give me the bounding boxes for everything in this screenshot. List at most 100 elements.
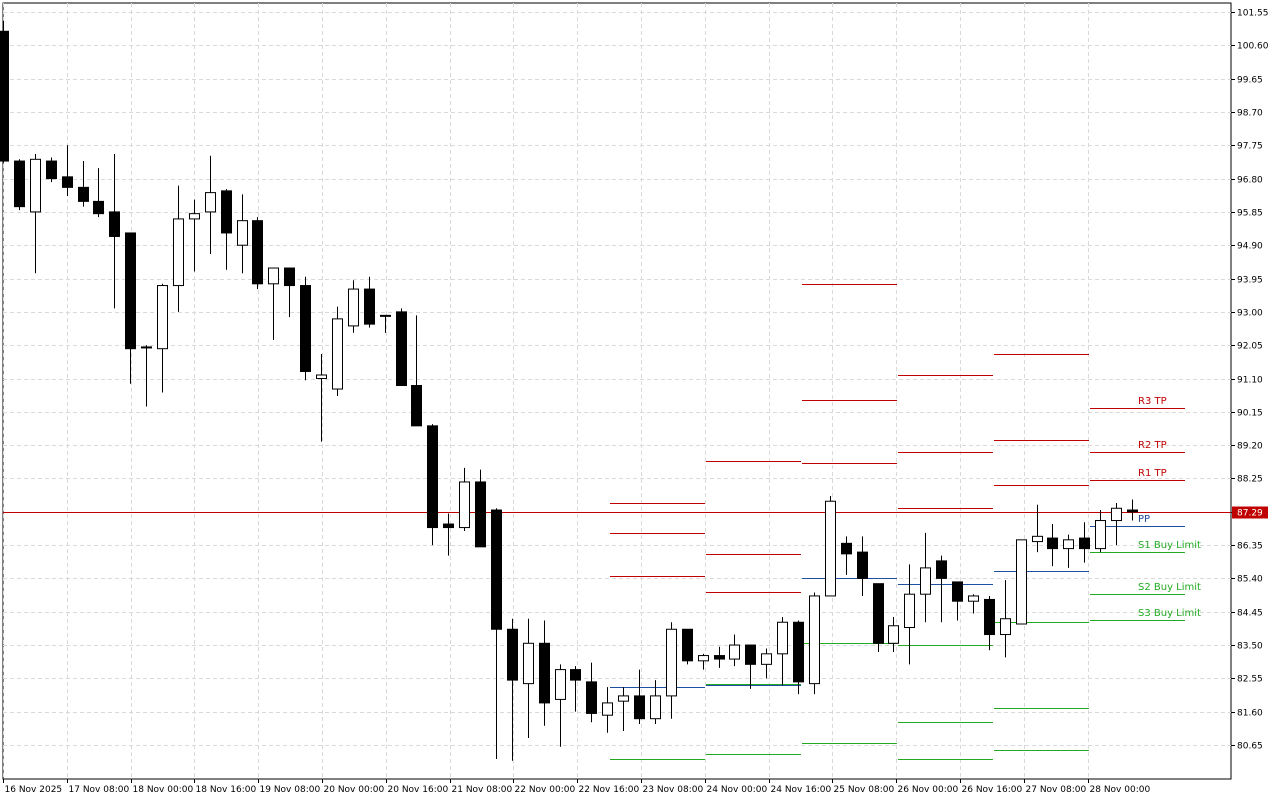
candle-bull (205, 192, 216, 213)
x-tick-label: 22 Nov 16:00 (579, 785, 640, 795)
candle-bear (475, 481, 486, 548)
x-tick-label: 21 Nov 08:00 (452, 785, 513, 795)
candle-bull (348, 288, 359, 327)
candle-bull (777, 621, 788, 655)
candle-bull (809, 595, 820, 685)
candle-bull (268, 267, 279, 285)
x-tick-label: 18 Nov 00:00 (133, 785, 194, 795)
pivot-r1-label: R1 TP (1138, 468, 1167, 479)
candle-bull (380, 314, 391, 317)
candle-bear (745, 644, 756, 665)
candle-bull (173, 218, 184, 287)
candle-bear (221, 190, 232, 234)
pivot-s1-label: S1 Buy Limit (1138, 540, 1201, 551)
candle-bear (78, 186, 89, 202)
candle-bull (523, 642, 534, 685)
x-tick-label: 23 Nov 08:00 (643, 785, 704, 795)
x-tick-label: 16 Nov 2025 (5, 785, 63, 795)
candle-bull (666, 628, 677, 697)
x-tick-label: 19 Nov 08:00 (260, 785, 321, 795)
y-tick-label: 101.55 (1237, 9, 1269, 19)
y-tick-label: 93.00 (1237, 309, 1263, 319)
candle-bear (14, 160, 25, 208)
pivot-s3-label: S3 Buy Limit (1138, 608, 1201, 619)
y-tick-label: 84.45 (1237, 609, 1263, 619)
y-tick-label: 96.80 (1237, 176, 1263, 186)
candle-bear (396, 311, 407, 387)
x-tick-label: 28 Nov 00:00 (1090, 785, 1151, 795)
pivot-r3-label: R3 TP (1138, 396, 1167, 407)
pivot-s2-label: S2 Buy Limit (1138, 582, 1201, 593)
y-tick-label: 83.50 (1237, 642, 1263, 652)
y-tick-label: 93.95 (1237, 276, 1263, 286)
x-axis: 16 Nov 2025 17 Nov 08:00 18 Nov 00:00 18 No… (3, 779, 1151, 795)
candle-bear (841, 542, 852, 555)
y-tick-label: 95.85 (1237, 209, 1263, 219)
pivot-levels: R3 TP R2 TP R1 TP PP S1 Buy Limit S2 Buy Limi… (610, 284, 1201, 760)
candle-bull (1016, 539, 1027, 625)
x-tick-label: 20 Nov 16:00 (388, 785, 449, 795)
candle-bear (570, 669, 581, 681)
pivot-r2-label: R2 TP (1138, 440, 1167, 451)
candle-bull (602, 702, 613, 716)
x-tick-label: 27 Nov 08:00 (1026, 785, 1087, 795)
candle-bear (793, 621, 804, 683)
candle-bear (936, 560, 947, 579)
candle-bull (555, 669, 566, 700)
y-tick-label: 91.10 (1237, 376, 1263, 386)
candle-bull (1032, 535, 1043, 543)
candle-bull (189, 213, 200, 220)
candle-bull (698, 655, 709, 662)
y-tick-label: 80.65 (1237, 742, 1263, 752)
pivot-pp-label: PP (1138, 514, 1150, 525)
candle-bear (539, 642, 550, 704)
y-tick-label: 100.60 (1237, 42, 1269, 52)
candle-bear (984, 598, 995, 636)
candle-bull (1000, 618, 1011, 636)
y-tick-label: 88.25 (1237, 475, 1263, 485)
candle-bull (332, 318, 343, 390)
candle-bull (1095, 520, 1106, 550)
candle-bull (968, 595, 979, 602)
x-tick-label: 20 Nov 00:00 (324, 785, 385, 795)
y-axis: 101.55 100.60 99.65 98.70 97.75 96.80 95.85 94.… (1231, 9, 1269, 752)
candle-bull (30, 158, 41, 213)
candle-bear (427, 425, 438, 529)
x-tick-label: 24 Nov 16:00 (771, 785, 832, 795)
y-tick-label: 81.60 (1237, 709, 1263, 719)
candle-bull (316, 374, 327, 380)
candle-bull (761, 653, 772, 665)
y-tick-label: 98.70 (1237, 109, 1263, 119)
candle-bear (873, 583, 884, 644)
candle-bear (0, 30, 9, 162)
candle-bear (125, 232, 136, 350)
x-tick-label: 18 Nov 16:00 (196, 785, 257, 795)
candle-bull (920, 567, 931, 595)
candle-bear (364, 288, 375, 325)
candle-bear (252, 220, 263, 285)
current-price-label: 87.29 (1237, 509, 1263, 519)
candle-bull (1111, 507, 1122, 522)
y-tick-label: 94.90 (1237, 242, 1263, 252)
plot-area (2, 2, 1232, 780)
y-tick-label: 82.55 (1237, 675, 1263, 685)
candle-bear (491, 509, 502, 630)
y-tick-label: 92.05 (1237, 342, 1263, 352)
candle-bear (634, 695, 645, 720)
x-tick-label: 26 Nov 16:00 (962, 785, 1023, 795)
candle-bear (109, 211, 120, 237)
y-tick-label: 99.65 (1237, 76, 1263, 86)
candle-bear (1047, 537, 1058, 550)
candle-bull (459, 481, 470, 529)
candle-bull (157, 285, 168, 350)
candle-bear (952, 581, 963, 602)
candle-bull (237, 220, 248, 246)
candle-bull (1063, 539, 1074, 550)
candle-bear (1127, 509, 1138, 513)
x-tick-label: 26 Nov 00:00 (898, 785, 959, 795)
y-tick-label: 86.35 (1237, 542, 1263, 552)
candle-bear (411, 385, 422, 427)
y-tick-label: 90.15 (1237, 409, 1263, 419)
candle-bear (46, 160, 57, 180)
